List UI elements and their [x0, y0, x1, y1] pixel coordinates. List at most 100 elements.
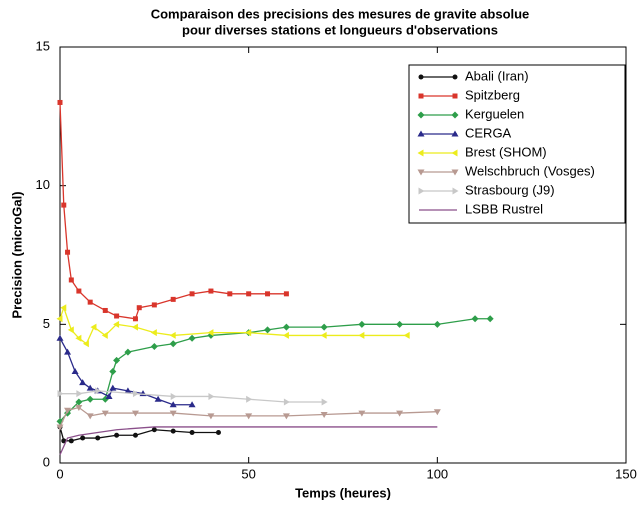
- data-point: [246, 291, 252, 297]
- data-point: [57, 99, 63, 105]
- data-point: [154, 395, 162, 402]
- y-axis-label: Precision (microGal): [9, 191, 24, 318]
- data-point: [101, 331, 108, 339]
- data-point: [245, 329, 252, 337]
- data-point: [75, 334, 82, 342]
- data-point: [169, 340, 177, 348]
- data-point: [396, 410, 404, 417]
- legend-marker: [451, 111, 459, 119]
- data-point: [105, 392, 113, 399]
- legend-label: Kerguelen: [465, 106, 524, 121]
- data-point: [68, 438, 74, 444]
- chart-title: pour diverses stations et longueurs d'ob…: [182, 22, 498, 37]
- data-point: [132, 432, 138, 438]
- data-point: [56, 334, 64, 341]
- data-point: [396, 320, 404, 328]
- legend-marker: [451, 149, 458, 157]
- data-point: [65, 249, 71, 255]
- data-point: [188, 334, 196, 342]
- data-point: [283, 398, 290, 406]
- data-point: [114, 432, 120, 438]
- data-point: [358, 320, 366, 328]
- data-point: [170, 296, 176, 302]
- legend-marker: [451, 169, 459, 176]
- legend-marker: [452, 187, 459, 195]
- data-point: [56, 315, 63, 323]
- data-point: [320, 411, 328, 418]
- series-line: [59, 102, 287, 320]
- data-point: [75, 405, 83, 412]
- data-point: [189, 429, 195, 435]
- data-point: [282, 413, 290, 420]
- data-point: [131, 410, 139, 417]
- plot-frame: [59, 46, 627, 464]
- data-point: [471, 315, 479, 323]
- legend: Abali (Iran) Spitzberg Kerguelen CERGA Brest…: [408, 64, 626, 224]
- legend-marker: [418, 187, 425, 195]
- data-point: [76, 390, 83, 398]
- y-tick-label: 0: [43, 454, 50, 469]
- data-point: [486, 315, 494, 323]
- x-tick-label: 100: [426, 466, 448, 481]
- data-point: [358, 410, 366, 417]
- data-point: [114, 313, 120, 319]
- legend-label: Brest (SHOM): [465, 144, 547, 159]
- data-point: [71, 367, 79, 374]
- chart-title: Comparaison des precisions des mesures d…: [151, 6, 530, 21]
- data-point: [86, 384, 94, 391]
- data-point: [320, 331, 327, 339]
- data-point: [57, 390, 64, 398]
- data-point: [61, 202, 67, 208]
- legend-marker: [417, 169, 425, 176]
- data-point: [95, 435, 101, 441]
- data-point: [132, 316, 138, 322]
- data-point: [433, 320, 441, 328]
- data-point: [169, 331, 176, 339]
- legend-box: [408, 64, 626, 224]
- data-point: [136, 305, 142, 311]
- data-point: [113, 320, 120, 328]
- y-tick-label: 5: [43, 316, 50, 331]
- data-point: [264, 326, 272, 334]
- legend-marker: [417, 111, 425, 119]
- legend-label: Welschbruch (Vosges): [465, 163, 595, 178]
- legend-label: Spitzberg: [465, 87, 520, 102]
- data-point: [215, 429, 221, 435]
- data-point: [60, 304, 67, 312]
- data-point: [358, 331, 365, 339]
- legend-marker: [417, 149, 424, 157]
- y-tick-label: 10: [36, 177, 50, 192]
- data-point: [246, 395, 253, 403]
- data-point: [403, 331, 410, 339]
- data-point: [68, 277, 74, 283]
- legend-marker: [452, 74, 458, 80]
- legend-label: Abali (Iran): [465, 68, 529, 83]
- legend-marker: [451, 130, 459, 137]
- data-point: [86, 395, 94, 403]
- data-point: [188, 401, 196, 408]
- x-tick-label: 150: [615, 466, 637, 481]
- data-point: [86, 413, 94, 420]
- data-point: [151, 427, 157, 433]
- data-point: [101, 410, 109, 417]
- data-point: [64, 348, 72, 355]
- data-point: [113, 356, 121, 364]
- data-point: [87, 299, 93, 305]
- data-point: [109, 384, 117, 391]
- legend-marker: [418, 74, 424, 80]
- data-point: [170, 392, 177, 400]
- data-point: [207, 329, 214, 337]
- x-tick-label: 50: [241, 466, 255, 481]
- x-tick-label: 0: [56, 466, 63, 481]
- data-point: [56, 424, 64, 431]
- data-point: [90, 323, 97, 331]
- y-tick-label: 15: [36, 38, 50, 53]
- data-point: [282, 323, 290, 331]
- data-point: [283, 291, 289, 297]
- data-point: [79, 379, 87, 386]
- data-point: [169, 401, 177, 408]
- data-point: [82, 340, 89, 348]
- data-point: [207, 413, 215, 420]
- data-point: [170, 428, 176, 434]
